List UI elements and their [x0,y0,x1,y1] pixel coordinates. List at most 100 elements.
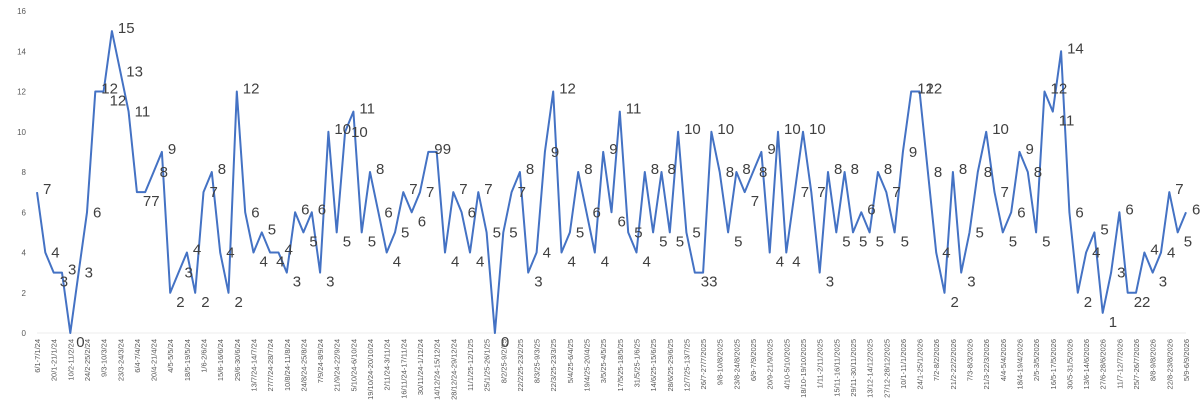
data-label: 4 [226,245,234,262]
x-tick-label: 28/6/25-29/6/25 [666,339,675,392]
x-tick-label: 1/6-2/6/24 [200,339,209,373]
x-tick-label: 30/11/24-1/12/24 [416,339,425,395]
x-tick-label: 27/12-28/12/2025 [882,339,891,398]
data-label: 5 [659,233,667,250]
x-tick-label: 23/8-24/8/2025 [732,339,741,389]
data-label: 10 [992,121,1009,138]
data-label: 7 [518,184,526,201]
data-label: 5 [509,224,517,241]
y-tick-label: 6 [22,208,27,217]
data-label: 8 [984,164,992,181]
y-tick-label: 4 [22,249,27,258]
data-label: 12 [101,81,118,98]
data-label: 7 [817,184,825,201]
data-label: 1 [1109,314,1117,331]
x-tick-label: 9/3-10/3/24 [100,339,109,377]
data-label: 12 [243,81,260,98]
data-label: 4 [193,242,201,259]
data-label: 7 [1001,184,1009,201]
data-label: 2 [1084,294,1092,311]
x-tick-label: 9/8-10/8/2025 [716,339,725,385]
x-tick-label: 20/4-21/4/24 [150,339,159,381]
data-label: 9 [1026,141,1034,158]
data-label: 3 [326,274,334,291]
data-label: 6 [468,204,476,221]
data-label: 15 [118,20,135,37]
data-label: 5 [401,224,409,241]
data-label: 2 [176,294,184,311]
data-label: 4 [792,254,800,271]
x-tick-label: 21/9/24-22/9/24 [333,339,342,392]
data-label: 8 [218,161,226,178]
y-tick-label: 8 [22,168,27,177]
x-tick-label: 4/4-5/4/2026 [999,339,1008,381]
x-tick-label: 14/6/25-15/6/25 [649,339,658,392]
data-label: 3 [185,265,193,282]
data-label: 8 [759,164,767,181]
x-tick-label: 7/9/24-8/9/24 [316,339,325,383]
x-tick-label: 22/3/25-23/3/25 [549,339,558,392]
data-label: 10 [351,124,368,141]
data-label: 10 [717,121,734,138]
x-tick-label: 11/1/25-12/1/25 [466,339,475,391]
x-tick-label: 6/9-7/9/2025 [749,339,758,381]
x-tick-label: 10/8/24-11/8/24 [283,339,292,391]
data-label: 8 [668,161,676,178]
data-label: 5 [842,233,850,250]
data-label: 8 [651,161,659,178]
x-tick-label: 3/5/25-4/5/25 [599,339,608,383]
x-tick-label: 24/1-25/1/2026 [916,339,925,389]
data-label: 7 [484,181,492,198]
data-label: 12 [559,81,576,98]
data-label: 11 [626,101,642,118]
data-label: 9 [609,141,617,158]
data-label: 8 [834,161,842,178]
data-label: 7 [892,184,900,201]
data-label: 8 [584,161,592,178]
x-tick-label: 17/5/25-18/5/25 [616,339,625,392]
data-label: 4 [1167,245,1175,262]
x-tick-label: 26/7-27/7/2025 [699,339,708,389]
data-label: 4 [601,254,609,271]
data-label: 8 [726,164,734,181]
data-label: 12 [1051,81,1068,98]
x-tick-label: 6/1-7/1/24 [33,339,42,373]
x-tick-label: 27/7/24-28/7/24 [266,339,275,392]
data-label: 4 [643,254,651,271]
data-label: 10 [684,121,701,138]
data-label: 9 [434,141,442,158]
data-label: 3 [701,274,709,291]
data-label: 8 [851,161,859,178]
data-label: 5 [876,233,884,250]
data-label: 5 [901,233,909,250]
data-label: 11 [135,104,151,121]
data-label: 9 [551,144,559,161]
data-label: 6 [867,201,875,218]
data-label: 6 [1125,201,1133,218]
data-label: 6 [384,204,392,221]
data-label: 5 [734,233,742,250]
data-label: 7 [43,181,51,198]
x-tick-label: 15/11-16/11/2025 [832,339,841,397]
data-label: 5 [676,233,684,250]
x-tick-label: 18/4-19/4/2026 [1016,339,1025,389]
data-label: 12 [110,93,127,110]
data-label: 6 [593,204,601,221]
data-label: 6 [1017,204,1025,221]
data-label: 5 [1100,221,1108,238]
x-tick-label: 8/3/25-9/3/25 [533,339,542,383]
x-tick-label: 19/10/24-20/10/24 [366,339,375,400]
data-label: 7 [409,181,417,198]
x-tick-label: 13/6-14/6/2026 [1082,339,1091,389]
x-tick-label: 2/11/24-3/11/24 [383,339,392,390]
data-label: 3 [1159,274,1167,291]
data-label: 5 [1042,233,1050,250]
data-label: 11 [1059,113,1075,130]
data-label: 6 [1075,204,1083,221]
y-tick-label: 0 [22,329,27,338]
data-label: 7 [143,193,151,210]
x-tick-label: 8/2/25-9/2/25 [499,339,508,383]
data-label: 3 [68,262,76,279]
x-tick-label: 2/5-3/5/2026 [1032,339,1041,381]
data-label: 4 [543,245,551,262]
